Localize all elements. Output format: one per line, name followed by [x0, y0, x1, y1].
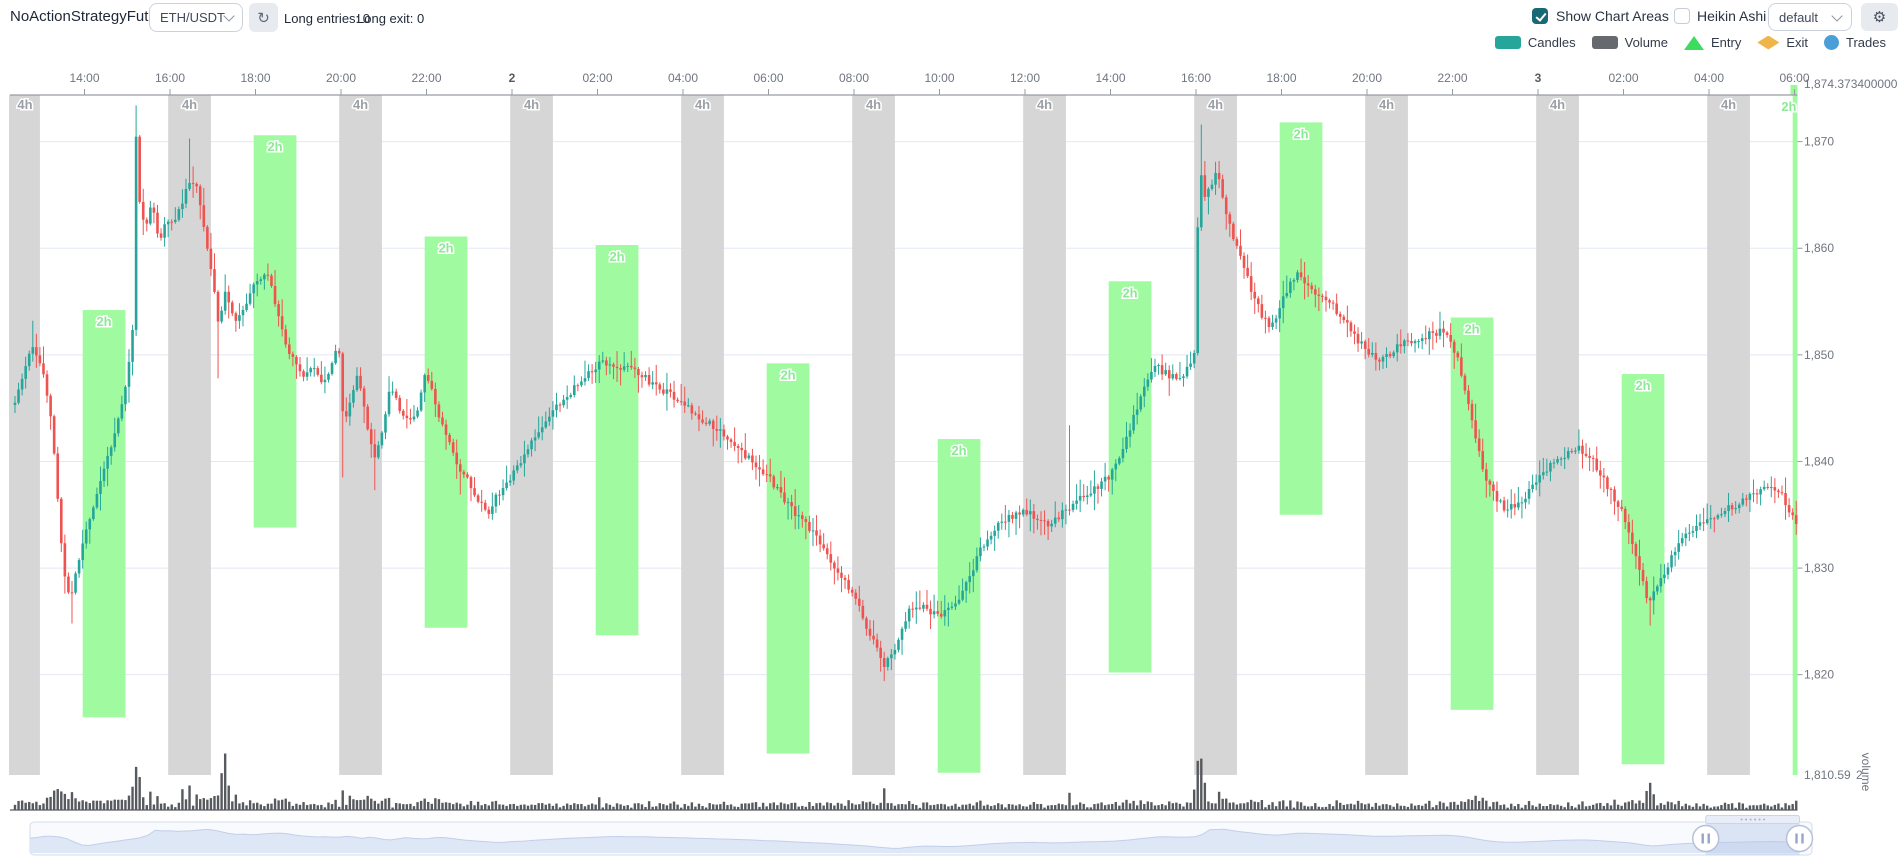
legend-label: Entry — [1711, 35, 1742, 50]
legend-label: Volume — [1624, 35, 1668, 50]
svg-text:2h: 2h — [267, 139, 282, 154]
pair-select-value: ETH/USDT — [160, 10, 225, 25]
datazoom-right-handle[interactable] — [1785, 824, 1814, 853]
svg-text:1,810.59: 1,810.59 — [1804, 768, 1851, 782]
svg-text:2h: 2h — [609, 249, 624, 264]
legend-label: Exit — [1786, 35, 1809, 50]
datazoom-window[interactable] — [1705, 822, 1800, 855]
svg-text:4h: 4h — [1037, 97, 1052, 112]
svg-text:18:00: 18:00 — [1266, 71, 1296, 85]
svg-text:1,870: 1,870 — [1804, 135, 1834, 149]
svg-text:1,840: 1,840 — [1804, 454, 1834, 468]
svg-text:04:00: 04:00 — [668, 71, 698, 85]
candles-layer — [13, 105, 1798, 682]
svg-text:14:00: 14:00 — [69, 71, 99, 85]
svg-text:10:00: 10:00 — [924, 71, 954, 85]
price-axis: 1,874.373400000 1,870 1,860 1,850 1,840 1,830… — [1797, 77, 1898, 792]
strategy-title: NoActionStrategyFut | 5m — [10, 8, 182, 25]
svg-text:16:00: 16:00 — [1181, 71, 1211, 85]
legend-item-trades[interactable]: Trades — [1824, 35, 1886, 50]
datazoom-move-handle[interactable] — [1705, 815, 1801, 824]
svg-text:1,860: 1,860 — [1804, 241, 1834, 255]
svg-text:18:00: 18:00 — [240, 71, 270, 85]
svg-text:20:00: 20:00 — [326, 71, 356, 85]
plot-config-value: default — [1779, 9, 1819, 25]
svg-text:4h: 4h — [1721, 97, 1736, 112]
svg-text:3: 3 — [1535, 71, 1542, 85]
refresh-button[interactable]: ↻ — [249, 3, 278, 32]
long-exit-label: Long exit: 0 — [357, 11, 425, 26]
svg-text:2h: 2h — [780, 367, 795, 382]
svg-text:20:00: 20:00 — [1352, 71, 1382, 85]
long-entries-label: Long entries: 0 — [284, 11, 371, 26]
svg-text:14:00: 14:00 — [1095, 71, 1125, 85]
show-chart-areas-checkbox[interactable] — [1532, 8, 1548, 24]
legend-label: Candles — [1527, 35, 1576, 50]
svg-text:4h: 4h — [866, 97, 881, 112]
plot-config-select[interactable]: default — [1768, 3, 1852, 31]
svg-text:02:00: 02:00 — [1608, 71, 1638, 85]
svg-text:2h: 2h — [1781, 99, 1796, 114]
svg-text:2h: 2h — [1464, 322, 1479, 337]
svg-text:4h: 4h — [695, 97, 710, 112]
show-chart-areas-label[interactable]: Show Chart Areas — [1556, 8, 1669, 24]
datazoom-left-handle[interactable] — [1691, 824, 1720, 853]
svg-text:12:00: 12:00 — [1010, 71, 1040, 85]
svg-text:1,820: 1,820 — [1804, 668, 1834, 682]
legend-item-exit[interactable]: Exit — [1757, 35, 1808, 50]
svg-text:2h: 2h — [96, 314, 111, 329]
svg-text:2h: 2h — [1293, 126, 1308, 141]
refresh-icon: ↻ — [257, 9, 270, 27]
svg-text:4h: 4h — [1208, 97, 1223, 112]
svg-text:4h: 4h — [1550, 97, 1565, 112]
datazoom-shadow — [30, 829, 1800, 853]
svg-text:2h: 2h — [1635, 378, 1650, 393]
svg-text:16:00: 16:00 — [155, 71, 185, 85]
legend-item-volume[interactable]: Volume — [1591, 35, 1668, 50]
svg-text:1,874.373400000: 1,874.373400000 — [1804, 77, 1898, 91]
svg-text:22:00: 22:00 — [1437, 71, 1467, 85]
volume-axis-name: volume — [1859, 753, 1873, 792]
svg-text:4h: 4h — [524, 97, 539, 112]
svg-text:02:00: 02:00 — [582, 71, 612, 85]
datazoom-slider[interactable] — [29, 815, 1814, 856]
entry-triangle-icon — [1684, 35, 1704, 50]
chart-legend: Candles Volume Entry Exit Trades — [1494, 35, 1886, 50]
pair-select[interactable]: ETH/USDT — [149, 3, 243, 32]
chart-areas-layer — [9, 95, 1798, 775]
svg-text:08:00: 08:00 — [839, 71, 869, 85]
chart-area-labels: 4h 4h 4h 4h 4h 4h 4h 4h 4h 4h 4h 2h 2h 2h 2h 2h 2h 2h 2h 2h… — [16, 96, 1798, 460]
exit-diamond-icon — [1757, 35, 1780, 50]
legend-label: Trades — [1846, 35, 1886, 50]
legend-item-candles[interactable]: Candles — [1494, 35, 1576, 50]
svg-text:4h: 4h — [182, 97, 197, 112]
gridlines — [10, 141, 1798, 676]
trades-circle-icon — [1824, 35, 1840, 50]
time-axis: 14:00 16:00 18:00 20:00 22:00 2 02:00 04:00 06:0… — [10, 71, 1810, 96]
svg-text:06:00: 06:00 — [1779, 71, 1809, 85]
svg-text:4h: 4h — [17, 97, 32, 112]
svg-text:4h: 4h — [353, 97, 368, 112]
svg-text:2: 2 — [1856, 768, 1863, 782]
svg-text:04:00: 04:00 — [1694, 71, 1724, 85]
heikin-ashi-label[interactable]: Heikin Ashi — [1697, 8, 1767, 24]
volume-layer — [13, 753, 1798, 810]
svg-text:2h: 2h — [951, 443, 966, 458]
heikin-ashi-checkbox[interactable] — [1674, 8, 1690, 24]
svg-text:2h: 2h — [1122, 285, 1137, 300]
settings-button[interactable]: ⚙ — [1861, 3, 1898, 31]
volume-legend-marker-icon — [1591, 36, 1618, 49]
svg-text:2: 2 — [509, 71, 516, 85]
svg-text:1,830: 1,830 — [1804, 561, 1834, 575]
svg-text:4h: 4h — [1379, 97, 1394, 112]
legend-item-entry[interactable]: Entry — [1684, 35, 1741, 50]
svg-text:2h: 2h — [438, 241, 453, 256]
svg-text:1,850: 1,850 — [1804, 348, 1834, 362]
svg-text:06:00: 06:00 — [753, 71, 783, 85]
gear-icon: ⚙ — [1872, 9, 1887, 26]
svg-text:22:00: 22:00 — [411, 71, 441, 85]
candles-legend-marker-icon — [1494, 36, 1521, 49]
